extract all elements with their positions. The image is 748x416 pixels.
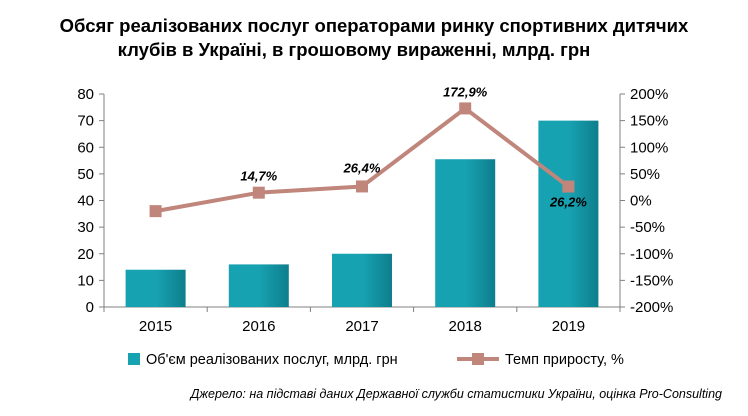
y-left-tick-label: 10: [77, 272, 94, 289]
bar-series: [125, 120, 599, 307]
y-right-tick-label: 50%: [630, 166, 660, 183]
line-series: [149, 102, 575, 218]
growth-marker: [562, 180, 575, 193]
growth-marker: [459, 102, 472, 115]
y-left-tick-label: 30: [77, 219, 94, 236]
y-left-tick-label: 0: [86, 299, 94, 316]
legend-bar-swatch: [128, 353, 140, 365]
x-tick-label: 2015: [139, 318, 172, 335]
y-left-tick-label: 20: [77, 246, 94, 263]
y-right-tick-label: -150%: [630, 272, 673, 289]
y-left-tick-label: 60: [77, 139, 94, 156]
y-right-tick-label: -50%: [630, 219, 665, 236]
legend-line-label: Темп приросту, %: [505, 352, 624, 368]
legend-bar-label: Об'єм реалізованих послуг, млрд. грн: [146, 352, 398, 368]
y-left-tick-label: 50: [77, 166, 94, 183]
y-right-tick-label: -200%: [630, 299, 673, 316]
y-right-tick-label: 0%: [630, 193, 652, 210]
source-note: Джерело: на підставі даних Державної слу…: [190, 387, 722, 401]
growth-data-label: 26,4%: [343, 160, 381, 175]
bar: [228, 264, 289, 307]
y-left-tick-label: 70: [77, 113, 94, 130]
y-right-tick-label: 200%: [630, 86, 668, 103]
bar: [538, 120, 599, 307]
legend-line-marker: [472, 353, 484, 365]
data-labels: 14,7% 26,4% 172,9% 26,2%: [240, 84, 587, 209]
x-tick-label: 2016: [242, 318, 275, 335]
growth-data-label: 14,7%: [240, 169, 277, 184]
legend: Об'єм реалізованих послуг, млрд. грн Темп…: [128, 352, 624, 368]
growth-data-label: 26,2%: [549, 195, 587, 210]
x-tick-label: 2019: [552, 318, 585, 335]
y-right-tick-label: 100%: [630, 139, 668, 156]
bar: [125, 269, 186, 307]
y-right-tick-label: 150%: [630, 113, 668, 130]
chart-title-line1: Обсяг реалізованих послуг операторами ри…: [59, 15, 689, 36]
x-tick-label: 2018: [449, 318, 482, 335]
y-left-tick-label: 40: [77, 193, 94, 210]
chart-axes: 0 10 20 30 40 50 60 70 80 -200% -150% -100% -50% 0% 50…: [77, 86, 673, 335]
chart-title-line2: клубів в Україні, в грошовому вираженні,…: [117, 39, 591, 60]
growth-marker: [149, 205, 162, 218]
growth-marker: [252, 186, 265, 199]
growth-marker: [356, 180, 368, 193]
x-tick-label: 2017: [345, 318, 378, 335]
y-left-tick-label: 80: [77, 86, 94, 103]
growth-data-label: 172,9%: [443, 84, 488, 99]
bar: [332, 253, 392, 307]
y-right-tick-label: -100%: [630, 246, 673, 263]
chart-title: Обсяг реалізованих послуг операторами ри…: [0, 14, 748, 62]
bar: [435, 159, 496, 307]
